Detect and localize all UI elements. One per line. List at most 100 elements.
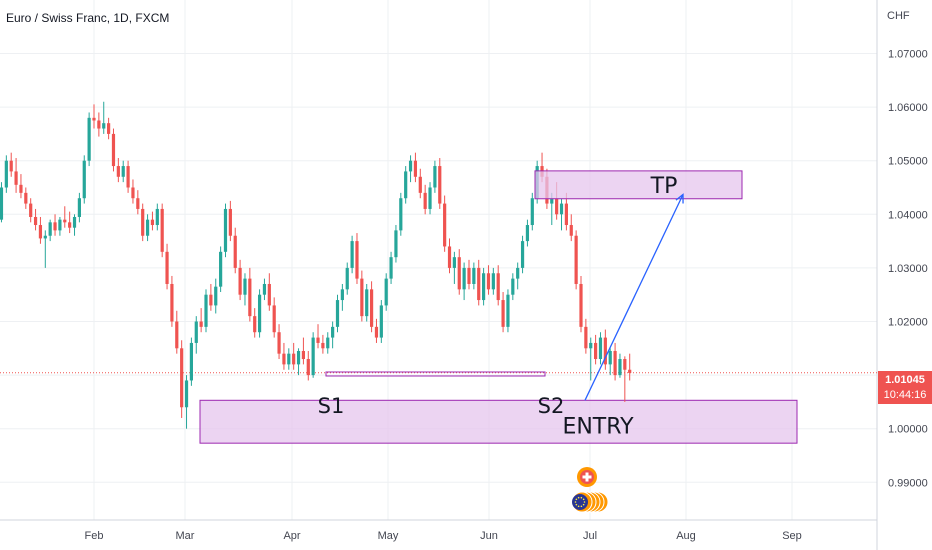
candle-body [345, 267, 349, 290]
candle-body [9, 160, 13, 172]
candle-body [170, 283, 174, 322]
candle-body [589, 342, 593, 349]
eu-flag-star [575, 503, 578, 506]
candle-body [102, 123, 106, 129]
candle-body [243, 278, 247, 295]
candle-body [452, 257, 456, 268]
candle-body [160, 208, 164, 252]
entry-zone [199, 399, 798, 444]
candle-body [501, 300, 505, 327]
candle-body [97, 120, 101, 129]
x-tick-label: Aug [676, 530, 696, 542]
y-tick-label: 1.00000 [888, 424, 928, 436]
candle-body [428, 187, 432, 209]
candle-body [121, 166, 125, 177]
last-price-value: 1.01045 [885, 374, 925, 386]
candle-body [311, 337, 315, 376]
candle-body [491, 273, 495, 290]
candle-body [477, 267, 481, 301]
projection-arrow [584, 194, 684, 401]
candle-body [550, 198, 554, 204]
y-tick-label: 1.02000 [888, 317, 928, 329]
candle-body [618, 359, 622, 376]
candle-body [219, 251, 223, 287]
candle-body [87, 117, 91, 161]
candle-body [248, 278, 252, 317]
eu-flag-star [574, 501, 577, 503]
candle-body [19, 184, 23, 193]
currency-label: CHF [887, 10, 910, 22]
candle-body [584, 326, 588, 349]
candle-body [145, 219, 150, 236]
candle-body [355, 241, 359, 279]
candle-body [194, 321, 198, 343]
y-tick-label: 1.04000 [888, 209, 928, 221]
candle-body [447, 246, 452, 268]
candle-body [457, 257, 461, 290]
candle-body [68, 222, 72, 228]
candle-body [326, 337, 330, 349]
candle-body [365, 289, 369, 317]
candle-body [404, 171, 408, 199]
candle-body [525, 225, 530, 242]
candle-body [165, 251, 169, 284]
tp-label: TP [650, 174, 678, 199]
candle-body [486, 273, 491, 290]
candle-body [292, 353, 296, 365]
eu-flag-star [575, 498, 578, 501]
candle-body [389, 257, 393, 279]
support-level-line [325, 371, 546, 377]
candle-body [482, 273, 486, 301]
candle-body [379, 305, 383, 338]
candle-body [331, 326, 335, 338]
candle-body [257, 294, 262, 333]
candle-body [555, 198, 559, 215]
candle-body [598, 337, 603, 360]
candle-body [613, 350, 617, 376]
candle-body [253, 316, 257, 333]
candle-body [38, 225, 43, 239]
candle-body [126, 166, 130, 188]
candle-body [282, 353, 286, 365]
candle-body [189, 342, 193, 381]
s1-label: S1 [318, 394, 345, 418]
y-tick-label: 1.06000 [888, 102, 928, 114]
candle-body [443, 203, 447, 247]
entry-label: ENTRY [562, 414, 634, 439]
candle-body [136, 198, 140, 209]
candle-body [204, 294, 208, 327]
candle-body [360, 278, 364, 317]
candle-body [433, 166, 437, 188]
candle-body [496, 273, 500, 301]
candle-body [267, 283, 271, 306]
candle-body [369, 289, 374, 327]
candle-body [608, 350, 612, 365]
y-tick-label: 1.03000 [888, 263, 928, 275]
x-tick-label: Jul [583, 530, 597, 542]
candle-body [24, 192, 28, 204]
x-tick-label: May [378, 530, 399, 542]
candle-body [72, 216, 77, 228]
candle-body [559, 203, 564, 215]
candle-body [511, 278, 515, 295]
candle-body [574, 235, 578, 284]
s2-label: S2 [538, 394, 565, 418]
candle-body [530, 198, 534, 226]
candle-body [628, 369, 632, 373]
candle-body [199, 321, 203, 327]
candle-body [228, 208, 232, 236]
candle-body [53, 222, 57, 231]
candle-body [462, 267, 466, 290]
y-tick-label: 1.07000 [888, 49, 928, 61]
candle-body [175, 321, 179, 349]
candle-body [408, 160, 413, 172]
candle-body [238, 267, 242, 295]
candle-body [272, 305, 276, 333]
candle-body [233, 235, 237, 268]
x-tick-label: Jun [480, 530, 498, 542]
swiss-cross-h [582, 475, 592, 479]
candle-body [384, 278, 388, 306]
eu-flag-star [582, 498, 585, 501]
